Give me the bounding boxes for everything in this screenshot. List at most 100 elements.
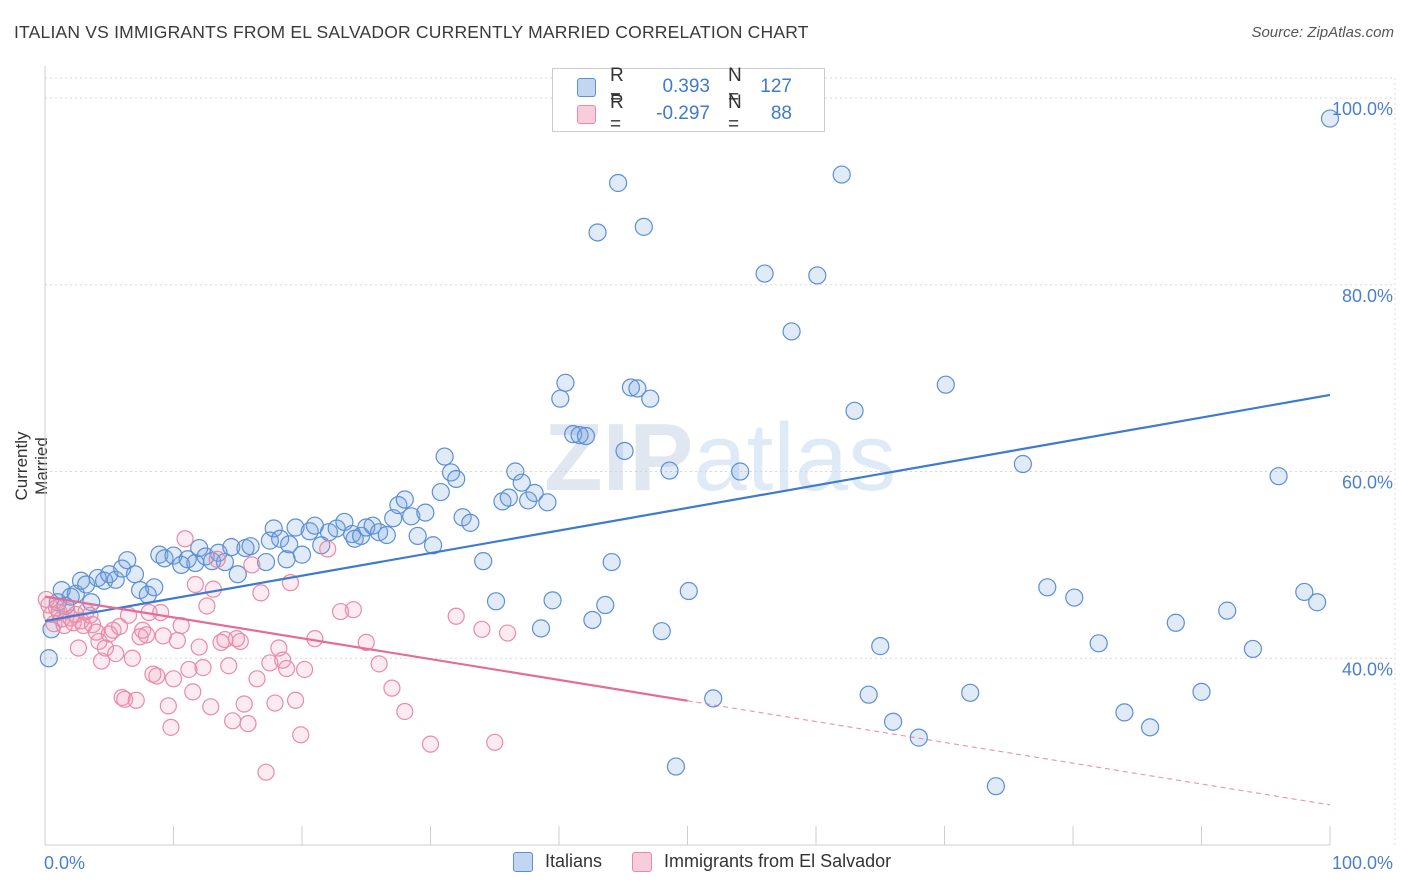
points-layer	[37, 109, 1340, 796]
italians-point	[1295, 582, 1314, 602]
italians-point	[596, 595, 615, 615]
italians-point	[615, 441, 634, 461]
italians-point	[1166, 613, 1185, 632]
italians-point	[1192, 682, 1211, 701]
el-salvador-point	[248, 670, 266, 688]
legend-item-italians: Italians	[513, 851, 602, 872]
italians-point	[531, 619, 551, 638]
italians-point	[525, 483, 544, 503]
el-salvador-point	[243, 556, 261, 574]
italians-point	[447, 469, 466, 489]
legend-n-value: 88	[770, 103, 792, 124]
watermark: ZIPatlas	[544, 404, 896, 511]
italians-point	[435, 447, 454, 466]
el-salvador-point	[123, 649, 141, 667]
italians-point	[145, 578, 164, 597]
el-salvador-point	[292, 726, 310, 744]
el-salvador-point	[186, 575, 204, 594]
el-salvador-point	[190, 638, 208, 656]
italians-point	[408, 526, 427, 546]
italians-point	[1218, 601, 1237, 620]
italians-point	[936, 375, 955, 394]
el-salvador-point	[383, 679, 401, 697]
italians-point	[277, 550, 296, 569]
italians-point	[280, 535, 299, 554]
el-salvador-point	[286, 691, 305, 709]
legend-n-value: 127	[760, 76, 792, 97]
y-tick-label: 80.0%	[1342, 286, 1393, 306]
y-tick-label: 60.0%	[1342, 473, 1393, 493]
legend-item-el-salvador: Immigrants from El Salvador	[632, 851, 891, 872]
italians-point	[859, 685, 878, 704]
legend-swatch-pink	[632, 851, 653, 872]
italians-point	[228, 565, 247, 584]
legend-swatch-blue	[513, 851, 533, 872]
italians-point	[1089, 634, 1108, 653]
x-tick-label-max: 100.0%	[1332, 853, 1393, 873]
italians-point	[883, 712, 903, 731]
el-salvador-point	[421, 735, 440, 753]
italians-point	[1013, 454, 1032, 474]
italians-point	[602, 552, 621, 572]
el-salvador-point	[370, 655, 388, 673]
label-layer: 40.0% 60.0% 80.0% 100.0% 0.0% 100.0%	[44, 99, 1393, 873]
italians-point	[292, 545, 312, 564]
italians-point	[271, 529, 290, 548]
el-salvador-point	[396, 702, 414, 721]
italians-point	[300, 522, 319, 541]
el-salvador-point	[252, 584, 270, 602]
italians-point	[506, 462, 525, 481]
italians-point	[164, 546, 183, 565]
el-salvador-point	[202, 698, 220, 716]
legend-row-el-salvador: R = -0.297 N = 88	[577, 92, 792, 135]
el-salvador-point	[113, 688, 131, 707]
italians-point	[570, 425, 589, 445]
italians-point	[543, 591, 562, 610]
legend-n-label: N =	[728, 92, 742, 135]
italians-point	[222, 538, 241, 557]
y-tick-label: 40.0%	[1342, 659, 1393, 679]
el-salvador-point	[148, 667, 166, 685]
el-salvador-point	[159, 697, 177, 715]
italians-point	[583, 610, 602, 630]
trend-layer	[44, 393, 1331, 806]
italians-point	[628, 379, 647, 398]
italians-point	[363, 516, 382, 535]
el-salvador-point	[357, 633, 375, 651]
el-salvador-point	[261, 654, 279, 672]
el-salvador-point	[204, 580, 222, 598]
el-salvador-point	[96, 639, 114, 657]
el-salvador-point	[235, 695, 253, 713]
el-salvador-trend-extension	[687, 700, 1331, 806]
italians-point	[461, 513, 480, 532]
italians-point	[986, 777, 1006, 796]
el-salvador-point	[137, 626, 156, 644]
el-salvador-trend-line	[44, 595, 688, 702]
italians-point	[1140, 718, 1160, 737]
italians-point	[499, 488, 518, 507]
italians-point	[402, 507, 421, 526]
italians-point	[519, 491, 538, 510]
el-salvador-point	[274, 651, 292, 669]
italians-point	[551, 389, 570, 408]
el-salvador-point	[184, 683, 202, 701]
el-salvador-point	[499, 624, 517, 642]
el-salvador-point	[344, 601, 362, 619]
italians-point	[704, 689, 723, 708]
source-label: Source: ZipAtlas.com	[1251, 24, 1394, 41]
italians-point	[39, 649, 58, 668]
legend-swatch-pink	[577, 104, 596, 124]
italians-point	[609, 173, 628, 193]
el-salvador-point	[257, 763, 275, 781]
el-salvador-point	[486, 733, 504, 751]
el-salvador-point	[295, 660, 314, 679]
italians-point	[1065, 588, 1084, 607]
italians-point	[641, 389, 660, 408]
series-legend: Italians Immigrants from El Salvador	[513, 851, 921, 872]
el-salvador-point	[127, 691, 145, 709]
italians-point	[1269, 467, 1288, 486]
italians-point	[1243, 639, 1263, 659]
italians-point	[256, 552, 276, 572]
legend-r-value: 0.393	[662, 76, 710, 97]
